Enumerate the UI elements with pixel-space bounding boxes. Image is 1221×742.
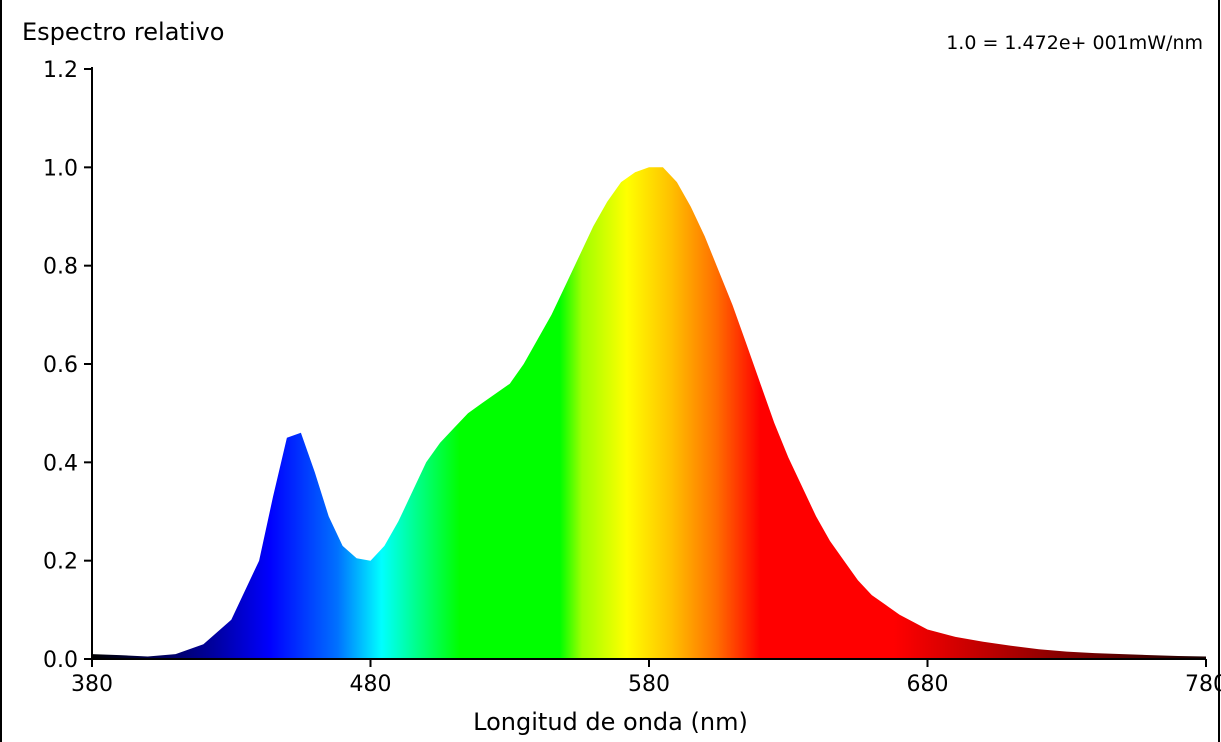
y-tick-label: 0.2 [43, 550, 78, 575]
y-tick-label: 0.0 [43, 648, 78, 673]
y-tick-label: 0.4 [43, 451, 78, 476]
y-tick-label: 0.6 [43, 353, 78, 378]
y-tick-label: 1.2 [43, 58, 78, 83]
x-tick-label: 480 [350, 672, 392, 697]
x-tick-label: 780 [1185, 672, 1221, 697]
x-tick-label: 680 [907, 672, 949, 697]
spectrum-area [92, 167, 1206, 660]
y-tick-label: 1.0 [43, 156, 78, 181]
x-axis-title: Longitud de onda (nm) [473, 708, 748, 736]
y-tick-label: 0.8 [43, 255, 78, 280]
scale-annotation: 1.0 = 1.472e+ 001mW/nm [946, 32, 1203, 54]
x-tick-label: 580 [628, 672, 670, 697]
x-tick-label: 380 [71, 672, 113, 697]
y-axis-title: Espectro relativo [22, 18, 225, 46]
